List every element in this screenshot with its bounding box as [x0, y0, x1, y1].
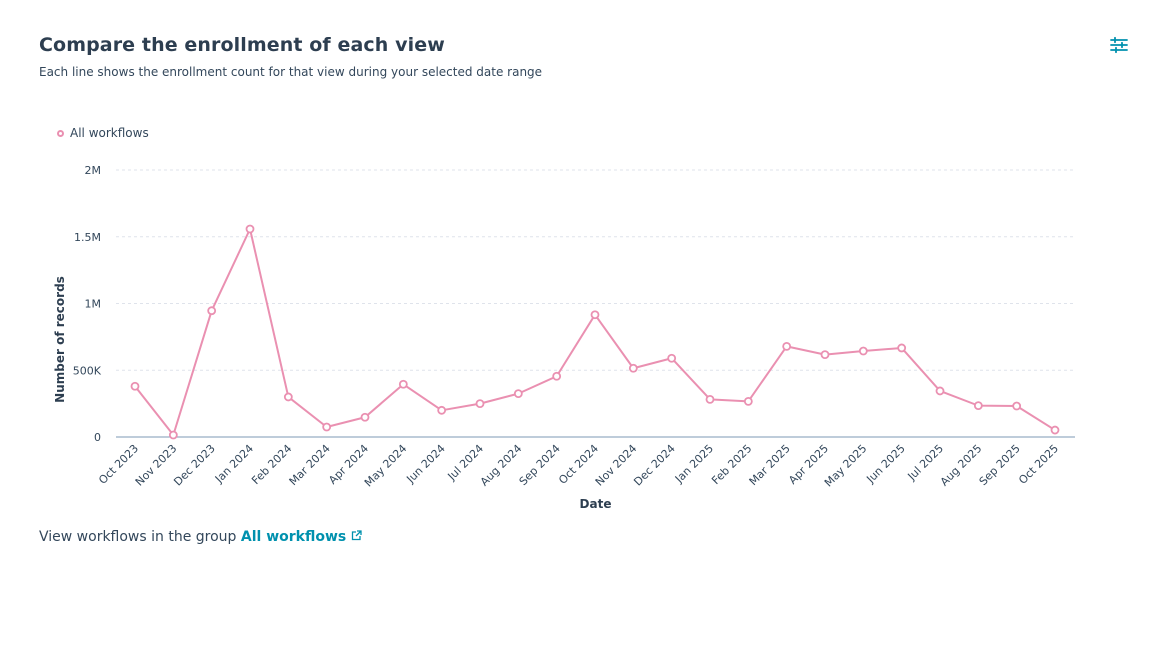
x-tick-label: Oct 2025 — [1016, 442, 1061, 487]
data-point[interactable] — [858, 346, 868, 356]
sliders-icon[interactable] — [1109, 36, 1129, 54]
legend-label: All workflows — [70, 126, 149, 140]
data-point[interactable] — [782, 341, 792, 351]
data-point[interactable] — [437, 405, 447, 415]
data-point[interactable] — [897, 343, 907, 353]
series-line — [134, 228, 1056, 436]
data-point[interactable] — [590, 310, 600, 320]
y-tick-label: 2M — [85, 164, 102, 177]
x-tick-label: Jun 2025 — [863, 442, 907, 486]
x-tick-label: Mar 2024 — [287, 442, 333, 488]
x-tick-label: Jun 2024 — [403, 442, 447, 486]
all-workflows-link[interactable]: All workflows — [241, 529, 362, 545]
x-tick-label: Aug 2025 — [938, 442, 985, 489]
data-point[interactable] — [283, 392, 293, 402]
page-title: Compare the enrollment of each view — [39, 34, 445, 56]
y-tick-label: 1M — [85, 298, 102, 311]
series-all-workflows — [130, 224, 1060, 440]
x-tick-label: Sep 2025 — [977, 442, 1023, 488]
data-point[interactable] — [130, 381, 140, 391]
data-point[interactable] — [207, 306, 217, 316]
y-tick-label: 0 — [94, 431, 101, 444]
page-subtitle: Each line shows the enrollment count for… — [39, 65, 543, 79]
data-point[interactable] — [245, 224, 255, 234]
x-axis-label: Date — [580, 497, 612, 511]
y-tick-label: 1.5M — [74, 231, 101, 244]
data-point[interactable] — [743, 396, 753, 406]
x-tick-label: Mar 2025 — [747, 442, 793, 488]
y-axis-label: Number of records — [53, 276, 67, 403]
footer-text: View workflows in the group All workflow… — [39, 529, 362, 545]
x-tick-label: Aug 2024 — [478, 442, 525, 489]
data-point[interactable] — [398, 379, 408, 389]
data-point[interactable] — [322, 422, 332, 432]
data-point[interactable] — [705, 394, 715, 404]
x-tick-label: Sep 2024 — [517, 442, 563, 488]
data-point[interactable] — [1050, 425, 1060, 435]
data-point[interactable] — [475, 399, 485, 409]
data-point[interactable] — [935, 386, 945, 396]
x-tick-label: Dec 2024 — [631, 442, 678, 489]
data-point[interactable] — [552, 371, 562, 381]
data-point[interactable] — [973, 401, 983, 411]
data-point[interactable] — [513, 389, 523, 399]
data-point[interactable] — [1012, 401, 1022, 411]
data-point[interactable] — [820, 350, 830, 360]
external-link-icon — [351, 529, 362, 545]
link-label: All workflows — [240, 529, 347, 545]
data-point[interactable] — [667, 353, 677, 363]
data-point[interactable] — [628, 363, 638, 373]
y-axis-ticks: 0 500K 1M 1.5M 2M — [73, 164, 102, 444]
x-tick-label: Dec 2023 — [171, 442, 218, 489]
gridlines — [116, 169, 1075, 371]
y-tick-label: 500K — [73, 364, 102, 377]
footer-prefix: View workflows in the group — [39, 529, 237, 545]
legend-item-all-workflows[interactable]: All workflows — [57, 126, 149, 140]
data-point[interactable] — [168, 430, 178, 440]
data-point[interactable] — [360, 412, 370, 422]
legend-marker-icon — [57, 129, 64, 137]
